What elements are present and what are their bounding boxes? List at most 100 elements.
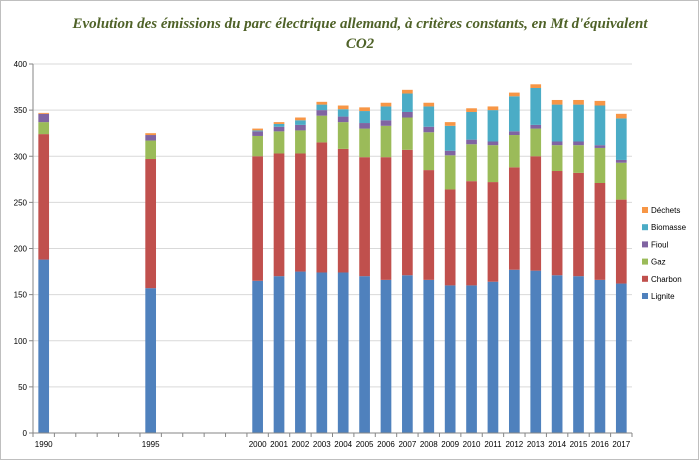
- x-tick-label: 2002: [292, 440, 310, 449]
- bar-segment-gaz: [573, 145, 584, 173]
- bar-segment-biomasse: [359, 111, 370, 124]
- x-tick-label: 2001: [270, 440, 288, 449]
- bar-segment-charbon: [615, 199, 627, 284]
- y-tick-label: 50: [18, 383, 27, 392]
- bar-segment-fioul: [573, 141, 584, 146]
- y-tick-label: 200: [14, 245, 28, 254]
- bar-segment-biomasse: [573, 104, 584, 142]
- bar-segment-charbon: [573, 172, 584, 277]
- bar-segment-fioul: [337, 116, 349, 123]
- bar-segment-fioul: [444, 150, 456, 156]
- bar-segment-lignite: [551, 275, 563, 433]
- bar-segment-gaz: [295, 130, 306, 154]
- x-tick-label: 2012: [505, 440, 523, 449]
- bar-segment-biomasse: [551, 104, 563, 142]
- bar-segment-gaz: [444, 155, 456, 190]
- bar-segment-gaz: [423, 132, 435, 171]
- bar-segment-déchets: [615, 113, 627, 119]
- bar-segment-déchets: [252, 128, 263, 131]
- bar-segment-déchets: [402, 89, 413, 94]
- x-tick-label: 2006: [377, 440, 395, 449]
- bars: [38, 84, 627, 433]
- legend-swatch-biomasse: [642, 224, 648, 231]
- bar-segment-gaz: [337, 122, 349, 149]
- x-tick-label: 1990: [35, 440, 53, 449]
- bar-segment-biomasse: [444, 125, 456, 151]
- bar-segment-charbon: [487, 182, 499, 282]
- legend-label: Charbon: [651, 275, 682, 284]
- bar-segment-biomasse: [402, 93, 413, 112]
- legend-swatch-lignite: [642, 293, 648, 299]
- bar-segment-déchets: [551, 99, 563, 105]
- bar-segment-biomasse: [594, 105, 606, 146]
- x-tick-label: 2015: [570, 440, 588, 449]
- bar-segment-lignite: [145, 288, 157, 433]
- bar-segment-lignite: [444, 285, 456, 433]
- x-tick-label: 2017: [612, 440, 630, 449]
- bar-segment-déchets: [380, 102, 392, 107]
- bar-segment-déchets: [594, 100, 606, 106]
- bar-segment-gaz: [402, 117, 413, 150]
- bar-segment-charbon: [508, 167, 520, 270]
- legend-label: Fioul: [651, 240, 669, 249]
- bar-segment-charbon: [316, 142, 328, 273]
- bar-segment-fioul: [295, 124, 306, 131]
- bar-segment-gaz: [38, 122, 50, 135]
- x-tick-label: 2014: [548, 440, 566, 449]
- bar-segment-biomasse: [273, 123, 285, 127]
- legend-swatch-charbon: [642, 275, 648, 282]
- x-axis-ticks: 1990 1995 2000 2001 2002 2003 2004 2005 2006 2007…: [32, 433, 633, 449]
- bar-segment-gaz: [508, 135, 520, 168]
- y-tick-label: 0: [23, 429, 28, 438]
- bar-segment-charbon: [444, 189, 456, 286]
- bar-segment-charbon: [38, 134, 50, 260]
- bar-segment-fioul: [466, 139, 477, 145]
- y-tick-label: 350: [14, 106, 28, 115]
- bar-segment-lignite: [252, 280, 263, 433]
- bar-segment-déchets: [359, 107, 370, 112]
- bar-segment-fioul: [359, 123, 370, 129]
- bar-segment-gaz: [273, 131, 285, 154]
- bar-segment-gaz: [359, 128, 370, 158]
- x-tick-label: 2009: [441, 440, 459, 449]
- bar-segment-charbon: [402, 149, 413, 276]
- bar-segment-fioul: [402, 111, 413, 118]
- bar-segment-charbon: [530, 156, 542, 271]
- x-tick-label: 2013: [527, 440, 545, 449]
- bar-segment-gaz: [252, 135, 263, 157]
- bar-segment-gaz: [594, 147, 606, 184]
- bar-segment-fioul: [530, 124, 542, 129]
- y-axis-ticks: 0 50 100 150 200 250 300 350 400: [14, 60, 33, 438]
- bar-segment-déchets: [573, 99, 584, 105]
- bar-segment-biomasse: [508, 96, 520, 132]
- y-tick-label: 150: [14, 291, 28, 300]
- x-tick-label: 2008: [420, 440, 438, 449]
- bar-segment-déchets: [530, 84, 542, 88]
- bar-segment-charbon: [295, 153, 306, 272]
- bar-segment-fioul: [551, 141, 563, 146]
- bar-segment-biomasse: [316, 104, 328, 111]
- bar-segment-biomasse: [615, 118, 627, 160]
- bar-segment-charbon: [551, 171, 563, 276]
- bar-segment-charbon: [337, 148, 349, 273]
- bar-segment-lignite: [316, 272, 328, 433]
- bar-segment-gaz: [615, 162, 627, 200]
- bar-segment-déchets: [508, 92, 520, 97]
- x-tick-label: 2007: [398, 440, 416, 449]
- bar-segment-lignite: [380, 279, 392, 433]
- bar-segment-fioul: [38, 113, 50, 123]
- bar-segment-fioul: [615, 159, 627, 163]
- bar-segment-lignite: [573, 276, 584, 433]
- legend: Déchets Biomasse Fioul Gaz Charbon Lignite: [642, 206, 687, 301]
- bar-segment-biomasse: [295, 120, 306, 125]
- bar-segment-charbon: [423, 170, 435, 280]
- bar-segment-lignite: [337, 272, 349, 433]
- bar-segment-gaz: [316, 115, 328, 143]
- legend-swatch-fioul: [642, 241, 648, 248]
- gridlines: [33, 63, 632, 434]
- x-tick-label: 2003: [313, 440, 331, 449]
- bar-segment-fioul: [252, 131, 263, 136]
- legend-label: Lignite: [651, 292, 675, 301]
- bar-segment-biomasse: [487, 110, 499, 142]
